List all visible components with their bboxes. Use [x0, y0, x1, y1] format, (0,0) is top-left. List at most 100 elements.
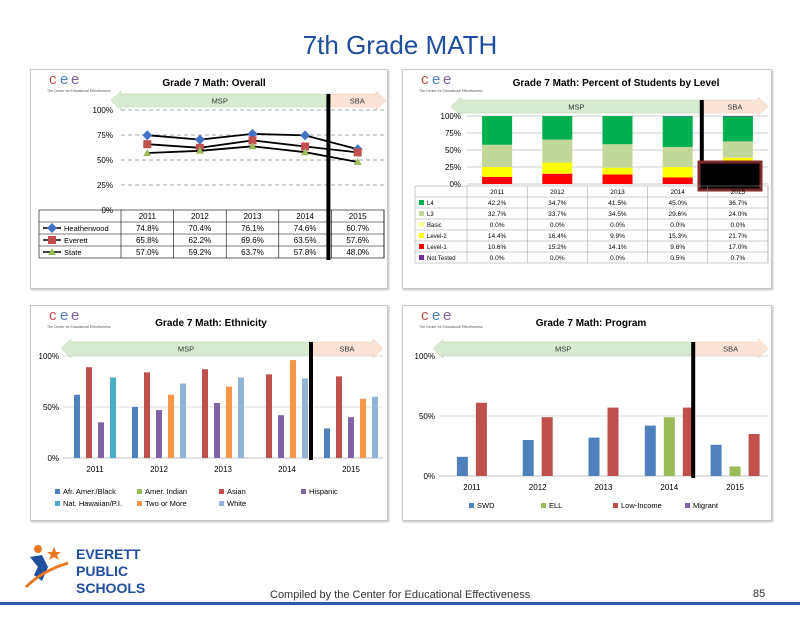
- y-tick-label: 50%: [43, 403, 59, 412]
- stacked-bar-segment: [662, 177, 693, 184]
- x-tick-label: 2011: [490, 189, 504, 196]
- slide-title: 7th Grade MATH: [302, 30, 498, 60]
- y-tick-label: 75%: [445, 129, 461, 138]
- legend-swatch: [219, 501, 224, 506]
- bar: [475, 402, 487, 476]
- cee-logo-caption: The Center for Educational Effectiveness: [47, 89, 111, 93]
- data-label: 74.8%: [136, 224, 159, 233]
- x-tick-label: 2015: [342, 465, 360, 474]
- data-point: [353, 158, 362, 165]
- stacked-bar-segment: [602, 167, 633, 175]
- data-label: 24.0%: [729, 211, 748, 218]
- data-label: 9.9%: [610, 233, 625, 240]
- legend-entry: L3: [427, 212, 434, 218]
- overall-chart-panel: c e e The Center for Educational Effectiven…: [30, 69, 388, 289]
- stacked-bar-segment: [722, 141, 753, 158]
- legend-swatch: [419, 233, 424, 238]
- data-label: 57.8%: [294, 248, 317, 257]
- bar: [86, 367, 92, 458]
- data-point: [143, 140, 152, 149]
- cee-logo-letter: e: [443, 71, 451, 88]
- cee-logo-letter: e: [71, 71, 79, 88]
- x-tick-label: 2014: [660, 483, 678, 492]
- bar: [682, 407, 694, 476]
- x-tick-label: 2012: [191, 212, 209, 221]
- data-label: 0.0%: [610, 255, 625, 262]
- stacked-bar-segment: [542, 162, 573, 174]
- redaction-box: [697, 160, 763, 192]
- data-label: 57.0%: [136, 248, 159, 257]
- x-tick-label: 2015: [731, 189, 746, 196]
- bar: [456, 456, 468, 476]
- legend-entry: SWD: [477, 501, 495, 510]
- data-label: 42.2%: [488, 200, 507, 207]
- stacked-bar-segment: [542, 116, 573, 140]
- bar: [278, 415, 284, 458]
- legend-entry: State: [64, 248, 82, 257]
- stacked-bar-segment: [482, 116, 513, 145]
- legend-swatch: [419, 222, 424, 227]
- data-label: 17.0%: [729, 244, 748, 251]
- data-label: 60.7%: [346, 224, 369, 233]
- sba-label: SBA: [723, 345, 738, 354]
- msp-label: MSP: [178, 345, 194, 354]
- bar: [202, 369, 208, 458]
- stacked-bar-segment: [542, 139, 573, 163]
- cee-logo-letter: e: [60, 307, 68, 324]
- logo-line-1: EVERETT: [76, 546, 141, 562]
- data-label: 76.1%: [241, 224, 264, 233]
- cee-logo-letter: c: [421, 71, 429, 88]
- bar: [180, 383, 186, 458]
- data-point: [248, 142, 257, 150]
- data-label: 48.0%: [346, 248, 369, 257]
- data-point: [301, 142, 310, 151]
- stacked-bar-segment: [542, 173, 573, 184]
- data-label: 16.4%: [548, 233, 567, 240]
- data-label: 14.1%: [608, 244, 627, 251]
- bar: [266, 374, 272, 458]
- data-label: 63.5%: [294, 236, 317, 245]
- footer-credit: Compiled by the Center for Educational E…: [270, 589, 531, 601]
- cee-logo-letter: c: [49, 71, 57, 88]
- legend-swatch: [685, 503, 690, 508]
- legend-entry: Asian: [227, 487, 246, 496]
- data-point: [247, 128, 258, 139]
- data-table-border: [414, 185, 769, 264]
- chart-title: Grade 7 Math: Program: [536, 318, 647, 329]
- data-label: 14.4%: [488, 233, 507, 240]
- legend-swatch: [541, 503, 546, 508]
- data-point: [48, 248, 56, 255]
- data-label: 34.5%: [608, 211, 627, 218]
- legend-entry: Low-Income: [621, 501, 662, 510]
- stacked-bar-segment: [662, 146, 693, 168]
- legend-swatch: [55, 489, 60, 494]
- cee-logo-letter: e: [432, 307, 440, 324]
- bar: [348, 417, 354, 458]
- stacked-bar-segment: [602, 174, 633, 184]
- x-tick-label: 2014: [670, 189, 685, 196]
- data-label: 0.0%: [670, 222, 685, 229]
- stacked-bar-segment: [662, 116, 693, 147]
- legend-swatch: [419, 200, 424, 205]
- sba-arrow: [310, 338, 384, 359]
- legend-swatch: [55, 501, 60, 506]
- sba-label: SBA: [350, 97, 365, 106]
- legend-swatch: [419, 211, 424, 216]
- stacked-bar-segment: [482, 144, 513, 167]
- cee-logo-letter: e: [60, 71, 68, 88]
- bar: [132, 407, 138, 458]
- data-label: 0.0%: [550, 222, 565, 229]
- data-point: [300, 130, 311, 141]
- legend-swatch: [419, 255, 424, 260]
- data-label: 32.7%: [488, 211, 507, 218]
- y-tick-label: 100%: [39, 352, 59, 361]
- data-label: 41.5%: [608, 200, 627, 207]
- data-point: [248, 136, 257, 145]
- bar: [360, 398, 366, 458]
- x-tick-label: 2015: [726, 483, 744, 492]
- legend-entry: Basic: [427, 223, 442, 229]
